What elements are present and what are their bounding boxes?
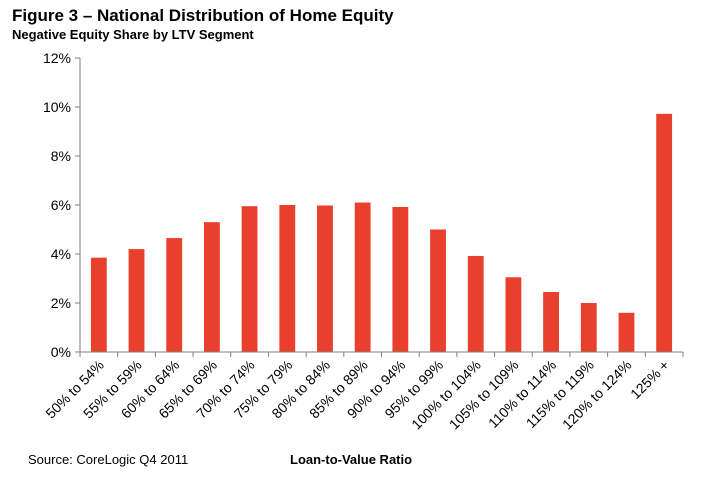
- bar-2: [128, 249, 145, 352]
- bar-4: [203, 222, 220, 352]
- bar-9: [392, 206, 409, 352]
- y-tick-label: 6%: [51, 197, 71, 213]
- bar-6: [279, 205, 296, 352]
- y-tick-label: 2%: [51, 295, 71, 311]
- bars: [90, 113, 673, 352]
- bar-14: [580, 303, 597, 352]
- bar-5: [241, 206, 258, 352]
- source-note: Source: CoreLogic Q4 2011: [28, 452, 189, 467]
- y-tick-label: 8%: [51, 148, 71, 164]
- chart-title: Figure 3 – National Distribution of Home…: [12, 6, 394, 25]
- x-tick-label: 125% +: [627, 357, 672, 402]
- bar-chart: 0% 2% 4% 6% 8% 10% 12% 50% to 54%55% to 59%60%…: [42, 50, 684, 433]
- bar-7: [317, 205, 333, 352]
- x-axis: 50% to 54%55% to 59%60% to 64%65% to 69%…: [42, 351, 684, 433]
- bar-13: [543, 291, 560, 352]
- bar-16: [656, 113, 673, 352]
- bar-8: [354, 202, 371, 352]
- y-axis: 0% 2% 4% 6% 8% 10% 12%: [43, 50, 81, 360]
- chart-subtitle: Negative Equity Share by LTV Segment: [12, 27, 254, 42]
- y-tick-label: 10%: [43, 99, 71, 115]
- bar-1: [90, 257, 107, 352]
- bar-3: [166, 238, 183, 352]
- bar-10: [430, 229, 446, 352]
- x-axis-label: Loan-to-Value Ratio: [290, 452, 413, 467]
- y-tick-label: 4%: [51, 246, 71, 262]
- bar-11: [467, 255, 484, 352]
- y-tick-label: 0%: [51, 344, 71, 360]
- y-tick-label: 12%: [43, 50, 71, 66]
- bar-12: [505, 277, 522, 352]
- bar-15: [618, 312, 635, 352]
